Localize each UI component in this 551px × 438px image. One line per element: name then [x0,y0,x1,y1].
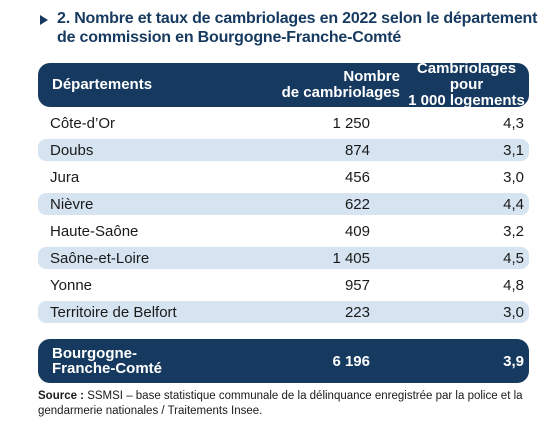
cell-nombre: 1 405 [332,249,370,267]
cell-nombre: 622 [344,195,370,213]
cell-taux: 4,4 [503,195,524,213]
table-row: Doubs 874 3,1 [38,139,529,161]
table-row: Haute-Saône 409 3,2 [38,220,529,242]
table-row: Nièvre 622 4,4 [38,193,529,215]
source-label: Source : [38,390,85,402]
cambriolages-table: Départements Nombre de cambriolages Camb… [38,60,529,383]
cell-departement: Haute-Saône [50,222,139,240]
table-row: Jura 456 3,0 [38,166,529,188]
total-region: Bourgogne- Franche-Comté [52,345,163,377]
cell-taux: 4,3 [503,114,524,132]
triangle-bullet-icon [40,15,48,25]
cell-nombre: 223 [344,303,370,321]
cell-departement: Nièvre [50,195,94,213]
table-row: Saône-et-Loire 1 405 4,5 [38,247,529,269]
cell-taux: 3,1 [503,141,524,159]
table-row: Yonne 957 4,8 [38,274,529,296]
cell-departement: Territoire de Belfort [50,303,177,321]
table-header: Départements Nombre de cambriolages Camb… [38,60,529,109]
cell-nombre: 409 [344,222,370,240]
cell-departement: Côte-d’Or [50,114,116,132]
cell-departement: Yonne [50,276,92,294]
cell-taux: 3,2 [503,222,524,240]
cell-departement: Saône-et-Loire [50,249,150,267]
total-taux: 3,9 [503,352,524,370]
header-taux: Cambriolages pour 1 000 logements [408,60,525,109]
source-note: Source : SSMSI – base statistique commun… [38,389,538,419]
cell-departement: Doubs [50,141,94,159]
cell-nombre: 1 250 [332,114,370,132]
cell-nombre: 456 [344,168,370,186]
cell-nombre: 957 [344,276,370,294]
figure-title: 2. Nombre et taux de cambriolages en 202… [57,10,538,46]
source-text: SSMSI – base statistique communale de la… [38,390,523,417]
total-row: Bourgogne- Franche-Comté 6 196 3,9 [38,339,529,383]
cell-taux: 3,0 [503,303,524,321]
figure-title-block: 2. Nombre et taux de cambriolages en 202… [40,9,540,47]
cell-nombre: 874 [344,141,370,159]
cell-taux: 4,8 [503,276,524,294]
header-nombre: Nombre de cambriolages [281,68,400,101]
total-nombre: 6 196 [332,352,370,370]
table-body: Côte-d’Or 1 250 4,3 Doubs 874 3,1 Jura 4… [38,112,529,323]
cell-taux: 3,0 [503,168,524,186]
table-row: Territoire de Belfort 223 3,0 [38,301,529,323]
cell-taux: 4,5 [503,249,524,267]
header-departements: Départements [52,76,153,93]
table-row: Côte-d’Or 1 250 4,3 [38,112,529,134]
cell-departement: Jura [50,168,80,186]
